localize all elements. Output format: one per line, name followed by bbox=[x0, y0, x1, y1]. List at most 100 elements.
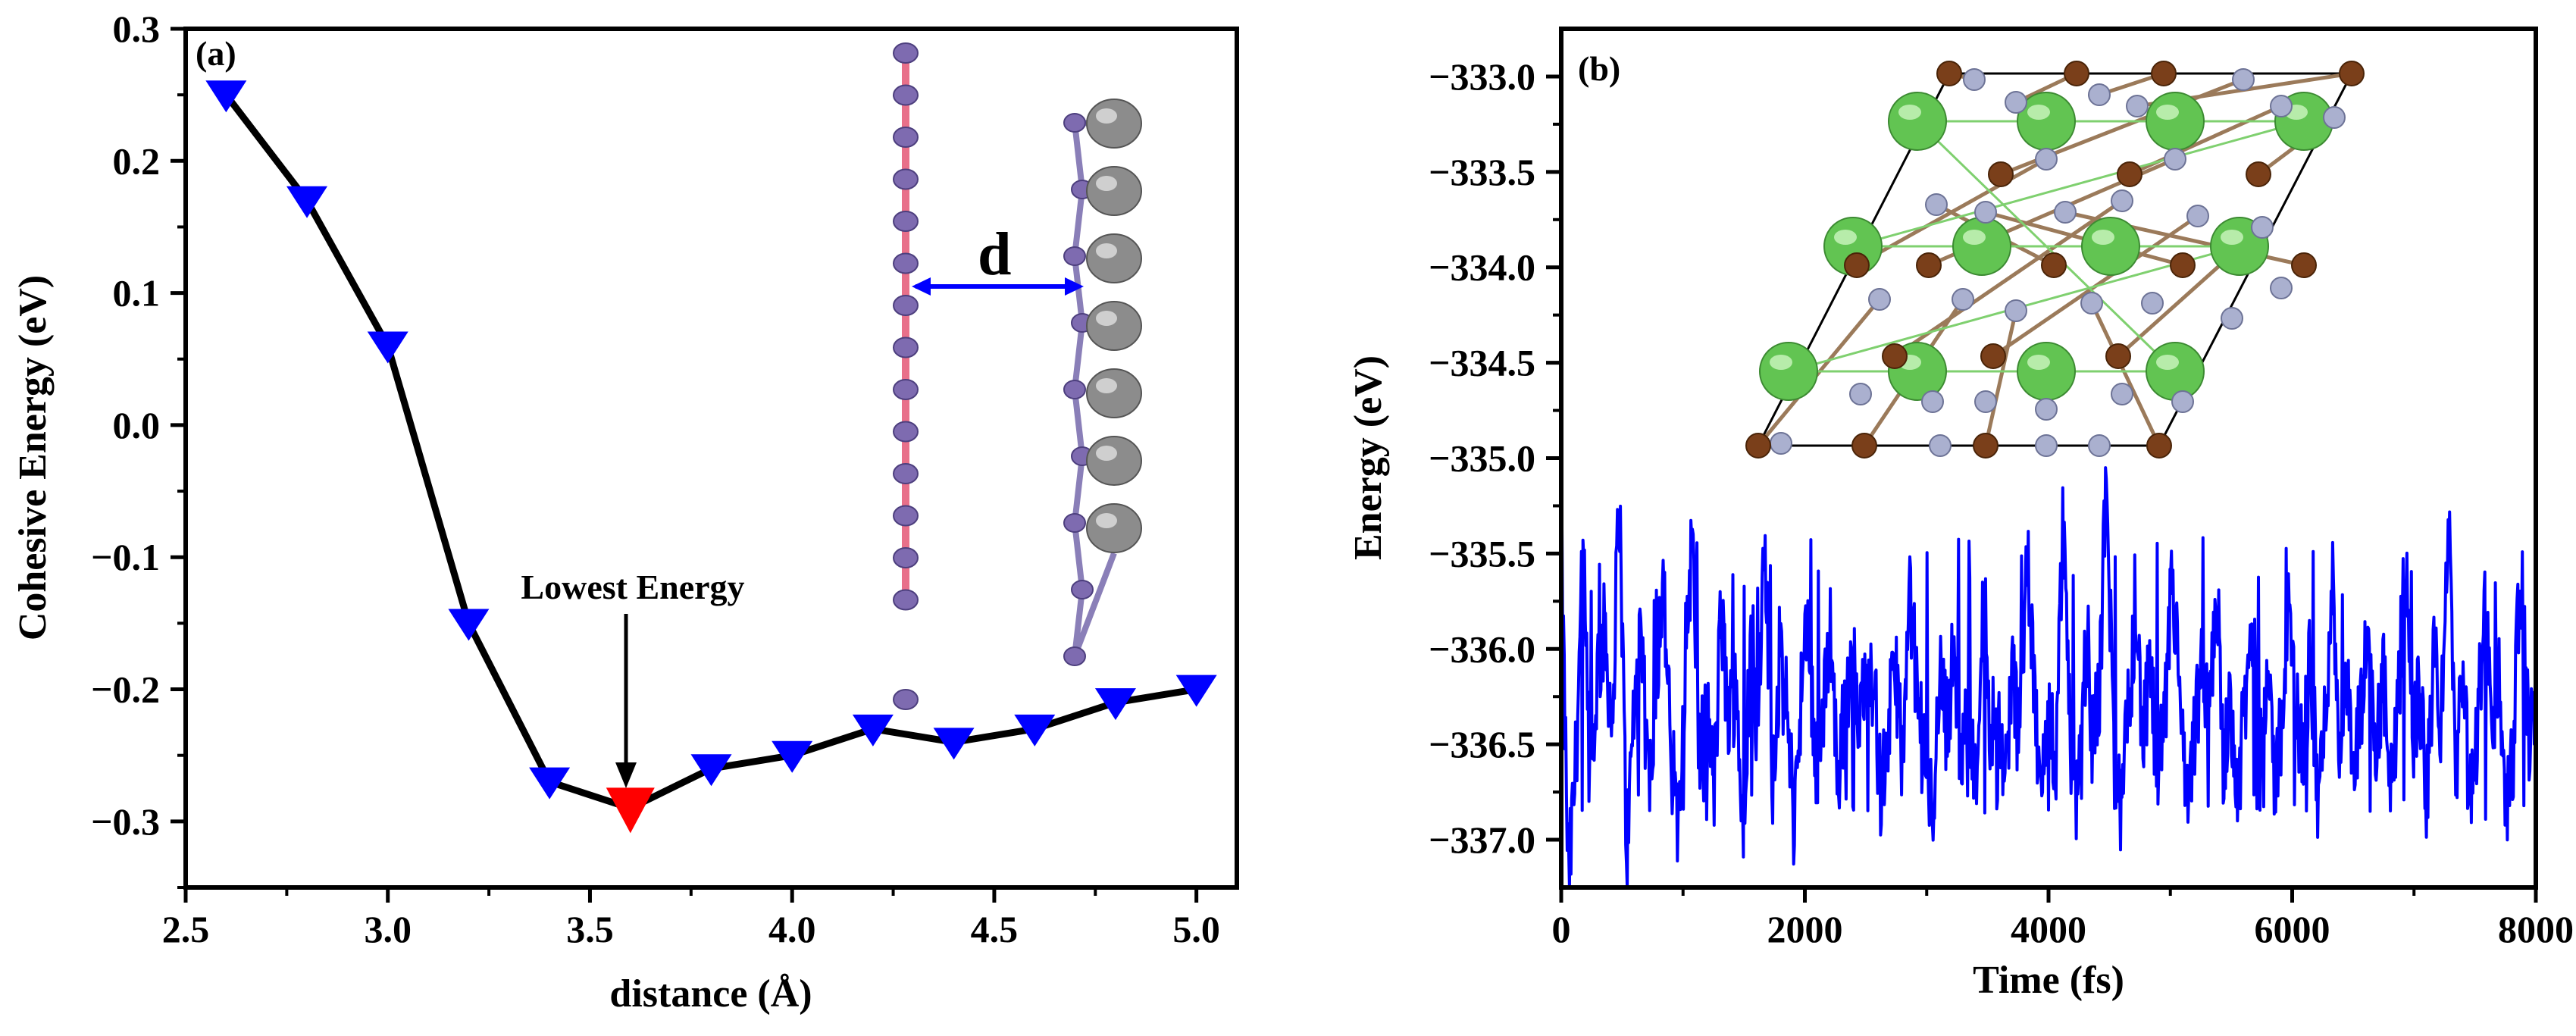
layer-1-atom bbox=[893, 421, 919, 443]
layer-2-large-atom bbox=[1086, 503, 1142, 553]
grey-atom bbox=[2126, 95, 2149, 117]
crystal-brown-atoms bbox=[1745, 61, 2365, 459]
grey-atom bbox=[2088, 434, 2111, 457]
y-tick-label: −335.0 bbox=[1429, 437, 1535, 480]
y-tick-label: −335.5 bbox=[1429, 532, 1535, 574]
layer-1-atom bbox=[893, 336, 919, 358]
y-tick-label: 0.3 bbox=[113, 8, 161, 50]
brown-atom bbox=[1844, 252, 1870, 278]
brown-atom bbox=[2041, 252, 2067, 278]
crystal-grey-atoms bbox=[1770, 68, 2346, 457]
layer-1-atom bbox=[893, 211, 919, 232]
grey-atom bbox=[1974, 390, 1997, 413]
atom-highlight bbox=[2156, 355, 2179, 370]
layer-1-atom bbox=[893, 42, 919, 64]
grey-atom bbox=[2035, 148, 2058, 171]
layer-2-small-atom bbox=[1063, 513, 1086, 533]
layer-1-atom bbox=[893, 379, 919, 400]
layer-2-large-atom bbox=[1086, 99, 1142, 149]
grey-atom bbox=[2035, 398, 2058, 421]
data-point bbox=[1014, 714, 1056, 746]
lowest-energy-annotation: Lowest Energy bbox=[521, 568, 745, 788]
layer-2-small-atom bbox=[1071, 580, 1094, 599]
x-tick-label: 0 bbox=[1552, 908, 1571, 950]
grey-atom bbox=[2221, 307, 2243, 330]
atom-highlight bbox=[1096, 513, 1117, 528]
layer-1-atom bbox=[893, 505, 919, 527]
brown-atom bbox=[1980, 343, 2006, 369]
layer-1-atom bbox=[893, 589, 919, 611]
grey-atom bbox=[2323, 106, 2346, 129]
crystal-bond bbox=[2089, 302, 2161, 447]
arrow-head-right bbox=[1065, 277, 1084, 296]
grey-atom bbox=[2171, 390, 2194, 413]
layer-2-large-atom bbox=[1086, 233, 1142, 283]
large-green-atom bbox=[1888, 92, 1947, 151]
large-green-atom bbox=[1952, 217, 2011, 276]
brown-atom bbox=[2064, 61, 2089, 86]
atom-highlight bbox=[1096, 108, 1117, 124]
brown-atom bbox=[1988, 161, 2014, 187]
x-tick-label: 6000 bbox=[2255, 908, 2330, 950]
layer-1-atom bbox=[893, 689, 919, 710]
grey-atom bbox=[2270, 277, 2293, 299]
data-point bbox=[286, 186, 328, 218]
brown-atom bbox=[1745, 433, 1771, 459]
layer-1-atom bbox=[893, 84, 919, 106]
atom-highlight bbox=[2027, 355, 2050, 370]
grey-atom bbox=[1849, 383, 1872, 405]
grey-atom bbox=[1974, 201, 1997, 224]
atom-highlight bbox=[1096, 176, 1117, 191]
data-point bbox=[367, 331, 408, 364]
grey-atom bbox=[2111, 383, 2133, 405]
layer-1-atom bbox=[893, 252, 919, 274]
panel-b-y-axis-label: Energy (eV) bbox=[1347, 355, 1390, 560]
brown-atom bbox=[2170, 252, 2196, 278]
grey-atom bbox=[2164, 148, 2186, 171]
panel-a-label: (a) bbox=[196, 34, 236, 73]
grey-atom bbox=[2035, 434, 2058, 457]
grey-atom bbox=[2005, 299, 2027, 322]
y-tick-label: −336.0 bbox=[1429, 628, 1535, 670]
layer-2-small-atom bbox=[1063, 380, 1086, 399]
x-tick-label: 4.0 bbox=[768, 908, 816, 950]
y-tick-label: −333.0 bbox=[1429, 55, 1535, 98]
crystal-structure-inset bbox=[1745, 61, 2365, 459]
panel-a-ticks bbox=[171, 27, 1199, 903]
y-tick-label: −0.1 bbox=[91, 536, 160, 578]
panel-a: 2.5 3.0 3.5 4.0 4.5 5.0 −0.3 −0.2 −0.1 0.0 0.1 0.2 0… bbox=[11, 8, 1239, 1016]
grey-atom bbox=[2088, 83, 2111, 106]
panel-a-x-axis-label: distance (Å) bbox=[609, 972, 812, 1016]
x-tick-label: 4.5 bbox=[971, 908, 1019, 950]
annotation-arrow-head bbox=[615, 762, 637, 788]
atom-highlight bbox=[1096, 243, 1117, 258]
atom-highlight bbox=[1770, 355, 1792, 370]
layer-2-small-atom bbox=[1063, 646, 1086, 666]
x-tick-label: 4000 bbox=[2011, 908, 2086, 950]
x-tick-label: 2000 bbox=[1767, 908, 1843, 950]
brown-atom bbox=[2291, 252, 2317, 278]
grey-atom bbox=[1868, 288, 1891, 311]
brown-atom bbox=[2246, 161, 2271, 187]
y-tick-label: −0.2 bbox=[91, 668, 160, 711]
layer-1-atoms bbox=[893, 42, 919, 710]
atom-highlight bbox=[1963, 230, 1986, 245]
large-green-atom bbox=[2017, 342, 2076, 401]
data-point bbox=[205, 80, 247, 113]
layer-1-atom bbox=[893, 168, 919, 190]
crystal-large-atoms bbox=[1759, 92, 2333, 401]
x-tick-label: 5.0 bbox=[1172, 908, 1220, 950]
layer-2-large-atom bbox=[1086, 368, 1142, 418]
cohesive-energy-markers bbox=[205, 80, 1217, 834]
y-tick-label: 0.0 bbox=[113, 404, 161, 446]
brown-atom bbox=[2151, 61, 2177, 86]
layer-1-atom bbox=[893, 463, 919, 484]
cohesive-energy-line bbox=[223, 92, 1197, 812]
y-tick-label: −0.3 bbox=[91, 800, 160, 843]
data-point bbox=[690, 754, 732, 787]
grey-atom bbox=[1925, 193, 1948, 216]
layer-1-atom bbox=[893, 295, 919, 316]
panel-b-x-axis-label: Time (fs) bbox=[1973, 959, 2124, 1002]
y-tick-label: −333.5 bbox=[1429, 151, 1535, 193]
